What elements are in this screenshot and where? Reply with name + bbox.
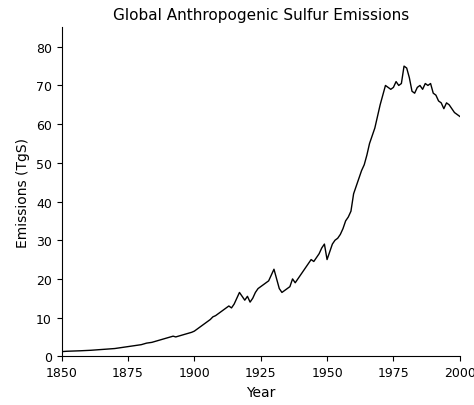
Title: Global Anthropogenic Sulfur Emissions: Global Anthropogenic Sulfur Emissions bbox=[112, 8, 409, 23]
X-axis label: Year: Year bbox=[246, 385, 275, 399]
Y-axis label: Emissions (TgS): Emissions (TgS) bbox=[16, 138, 30, 247]
